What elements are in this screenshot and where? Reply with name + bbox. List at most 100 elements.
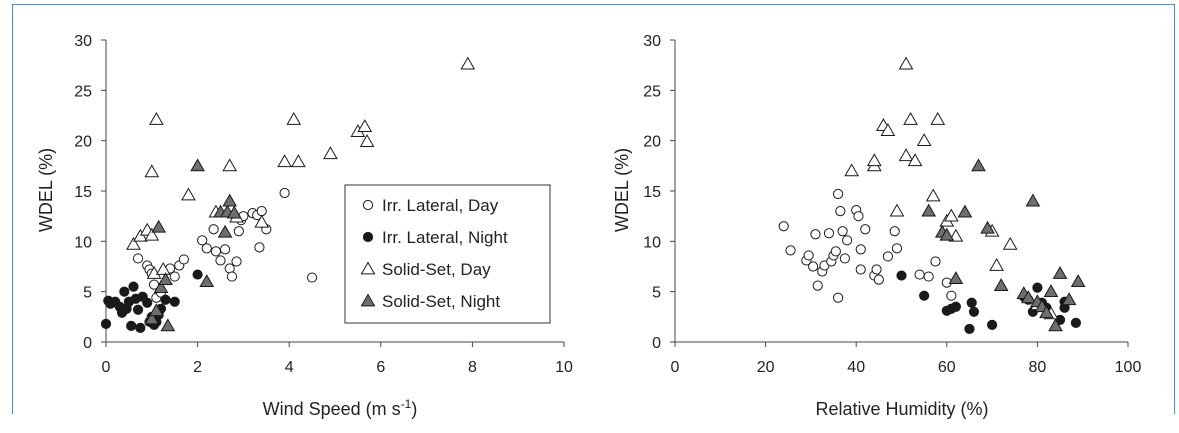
left-point-circle-open [169, 271, 180, 282]
right-y-tick-label: 20 [643, 134, 661, 151]
left-x-tick-labels: 0 2 4 6 8 10 [102, 359, 573, 376]
right-point-circle-open [839, 253, 850, 264]
right-point-triangle-open [916, 133, 932, 147]
left-point-circle-open [201, 243, 212, 254]
left-y-axis-label: WDEL (%) [36, 148, 56, 232]
right-y-tick-label: 30 [643, 33, 661, 50]
legend-marker-triangle-open [360, 261, 376, 275]
left-point-circle-open [254, 242, 265, 253]
right-point-triangle-filled [1070, 274, 1086, 287]
left-point-circle-open [233, 226, 244, 237]
right-x-tick-label: 100 [1115, 359, 1142, 376]
right-point-circle-filled [1032, 282, 1043, 293]
left-point-circle-filled [192, 269, 203, 280]
left-point-triangle-open [460, 56, 476, 70]
left-point-circle-open [197, 235, 208, 246]
right-point-triangle-filled [957, 204, 973, 218]
right-point-triangle-filled [1043, 284, 1059, 298]
right-point-triangle-open [889, 203, 905, 217]
right-point-circle-filled [966, 297, 977, 308]
left-point-triangle-filled [160, 318, 176, 332]
left-point-circle-filled [128, 281, 139, 292]
left-y-tick-label: 15 [74, 184, 92, 201]
right-y-tick-labels: 0 5 10 15 20 25 30 [643, 33, 661, 352]
left-point-circle-open [132, 253, 144, 264]
right-point-triangle-open [1002, 236, 1018, 250]
left-point-triangle-open [155, 262, 171, 275]
legend-marker-circle-open [362, 199, 374, 211]
right-data-points [778, 56, 1086, 335]
right-point-circle-open [855, 244, 866, 255]
left-y-tick-label: 25 [74, 83, 92, 100]
left-point-triangle-open [286, 112, 302, 125]
left-point-triangle-open [149, 112, 164, 125]
right-point-triangle-open [880, 123, 896, 136]
left-point-circle-open [208, 224, 219, 235]
right-point-triangle-open [898, 148, 914, 162]
right-point-circle-open [891, 243, 903, 254]
left-x-tick-label: 8 [468, 359, 477, 376]
left-point-circle-filled [119, 286, 130, 297]
left-x-tick-label: 6 [376, 359, 385, 376]
left-point-triangle-filled [226, 205, 242, 219]
right-point-triangle-open [898, 56, 914, 70]
left-point-triangle-filled [190, 158, 205, 172]
right-point-circle-filled [964, 323, 975, 335]
right-x-tick-label: 40 [847, 359, 865, 376]
right-x-tick-labels: 0 20 40 60 80 100 [671, 359, 1142, 376]
right-point-circle-open [832, 188, 844, 200]
right-x-axis-label: Relative Humidity (%) [815, 399, 988, 419]
legend-marker-circle-filled [362, 231, 374, 243]
right-point-circle-open [837, 226, 848, 237]
legend-marker-triangle-filled [360, 293, 376, 307]
right-point-triangle-open [903, 112, 918, 125]
left-point-circle-filled [169, 296, 180, 307]
left-y-tick-labels: 0 5 10 15 20 25 30 [74, 33, 92, 352]
left-point-triangle-open [357, 119, 373, 132]
right-point-triangle-filled [1048, 318, 1063, 332]
left-point-circle-filled [126, 320, 137, 331]
right-point-triangle-filled [1020, 290, 1036, 304]
right-x-tick-label: 0 [671, 359, 680, 376]
left-point-circle-filled [160, 294, 171, 305]
left-point-circle-open [226, 271, 238, 282]
right-point-triangle-filled [1025, 193, 1041, 207]
left-y-tick-label: 0 [83, 335, 92, 352]
left-point-triangle-filled [144, 311, 160, 325]
left-y-tick-label: 20 [74, 134, 92, 151]
left-x-axis-label: Wind Speed (m s-1) [263, 397, 418, 419]
right-point-circle-open [835, 206, 846, 217]
right-point-circle-open [882, 251, 894, 262]
left-y-tick-label: 30 [74, 33, 92, 50]
left-data-points [100, 56, 476, 334]
left-point-triangle-filled [153, 280, 169, 294]
left-x-tick-label: 0 [102, 359, 111, 376]
frame-right-border [1174, 4, 1175, 414]
left-point-triangle-open [277, 154, 292, 168]
right-point-circle-open [803, 250, 814, 261]
right-point-triangle-filled [921, 203, 937, 217]
left-point-circle-open [307, 272, 318, 283]
left-point-circle-open [219, 244, 231, 255]
right-point-circle-open [778, 221, 789, 232]
right-y-tick-label: 5 [652, 285, 661, 302]
right-point-triangle-open [930, 112, 946, 125]
left-x-tick-label: 10 [555, 359, 573, 376]
left-point-triangle-filled [222, 193, 238, 207]
left-point-circle-open [210, 246, 222, 257]
right-y-axis-label: WDEL (%) [612, 148, 632, 232]
frame-left-border [12, 4, 13, 414]
left-point-triangle-open [254, 214, 270, 228]
left-point-circle-open [256, 206, 267, 217]
right-point-triangle-filled [1061, 292, 1077, 306]
chart-relative-humidity: 0 5 10 15 20 25 30 0 20 40 60 80 100 Relative Humid… [612, 33, 1141, 419]
right-axes [670, 39, 1129, 347]
left-point-circle-filled [135, 322, 146, 334]
legend-items: Irr. Lateral, Day Irr. Lateral, Night Soli… [360, 196, 508, 311]
right-point-circle-open [853, 211, 864, 222]
right-point-triangle-filled [993, 278, 1009, 292]
legend-box [344, 184, 551, 324]
right-point-triangle-open [943, 208, 959, 222]
left-point-circle-open [215, 255, 226, 266]
